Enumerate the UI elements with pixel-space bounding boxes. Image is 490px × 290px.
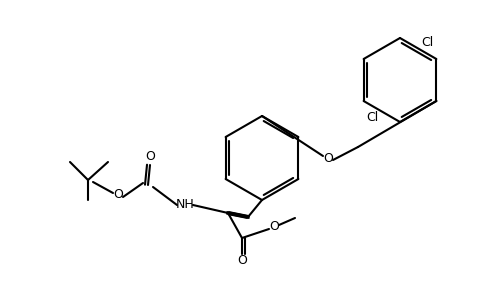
Text: Cl: Cl xyxy=(421,36,433,49)
Text: O: O xyxy=(145,151,155,164)
Text: O: O xyxy=(269,220,279,233)
Text: O: O xyxy=(323,151,333,164)
Text: O: O xyxy=(113,188,123,202)
Text: O: O xyxy=(237,255,247,267)
Text: Cl: Cl xyxy=(367,111,379,124)
Text: NH: NH xyxy=(175,198,195,211)
